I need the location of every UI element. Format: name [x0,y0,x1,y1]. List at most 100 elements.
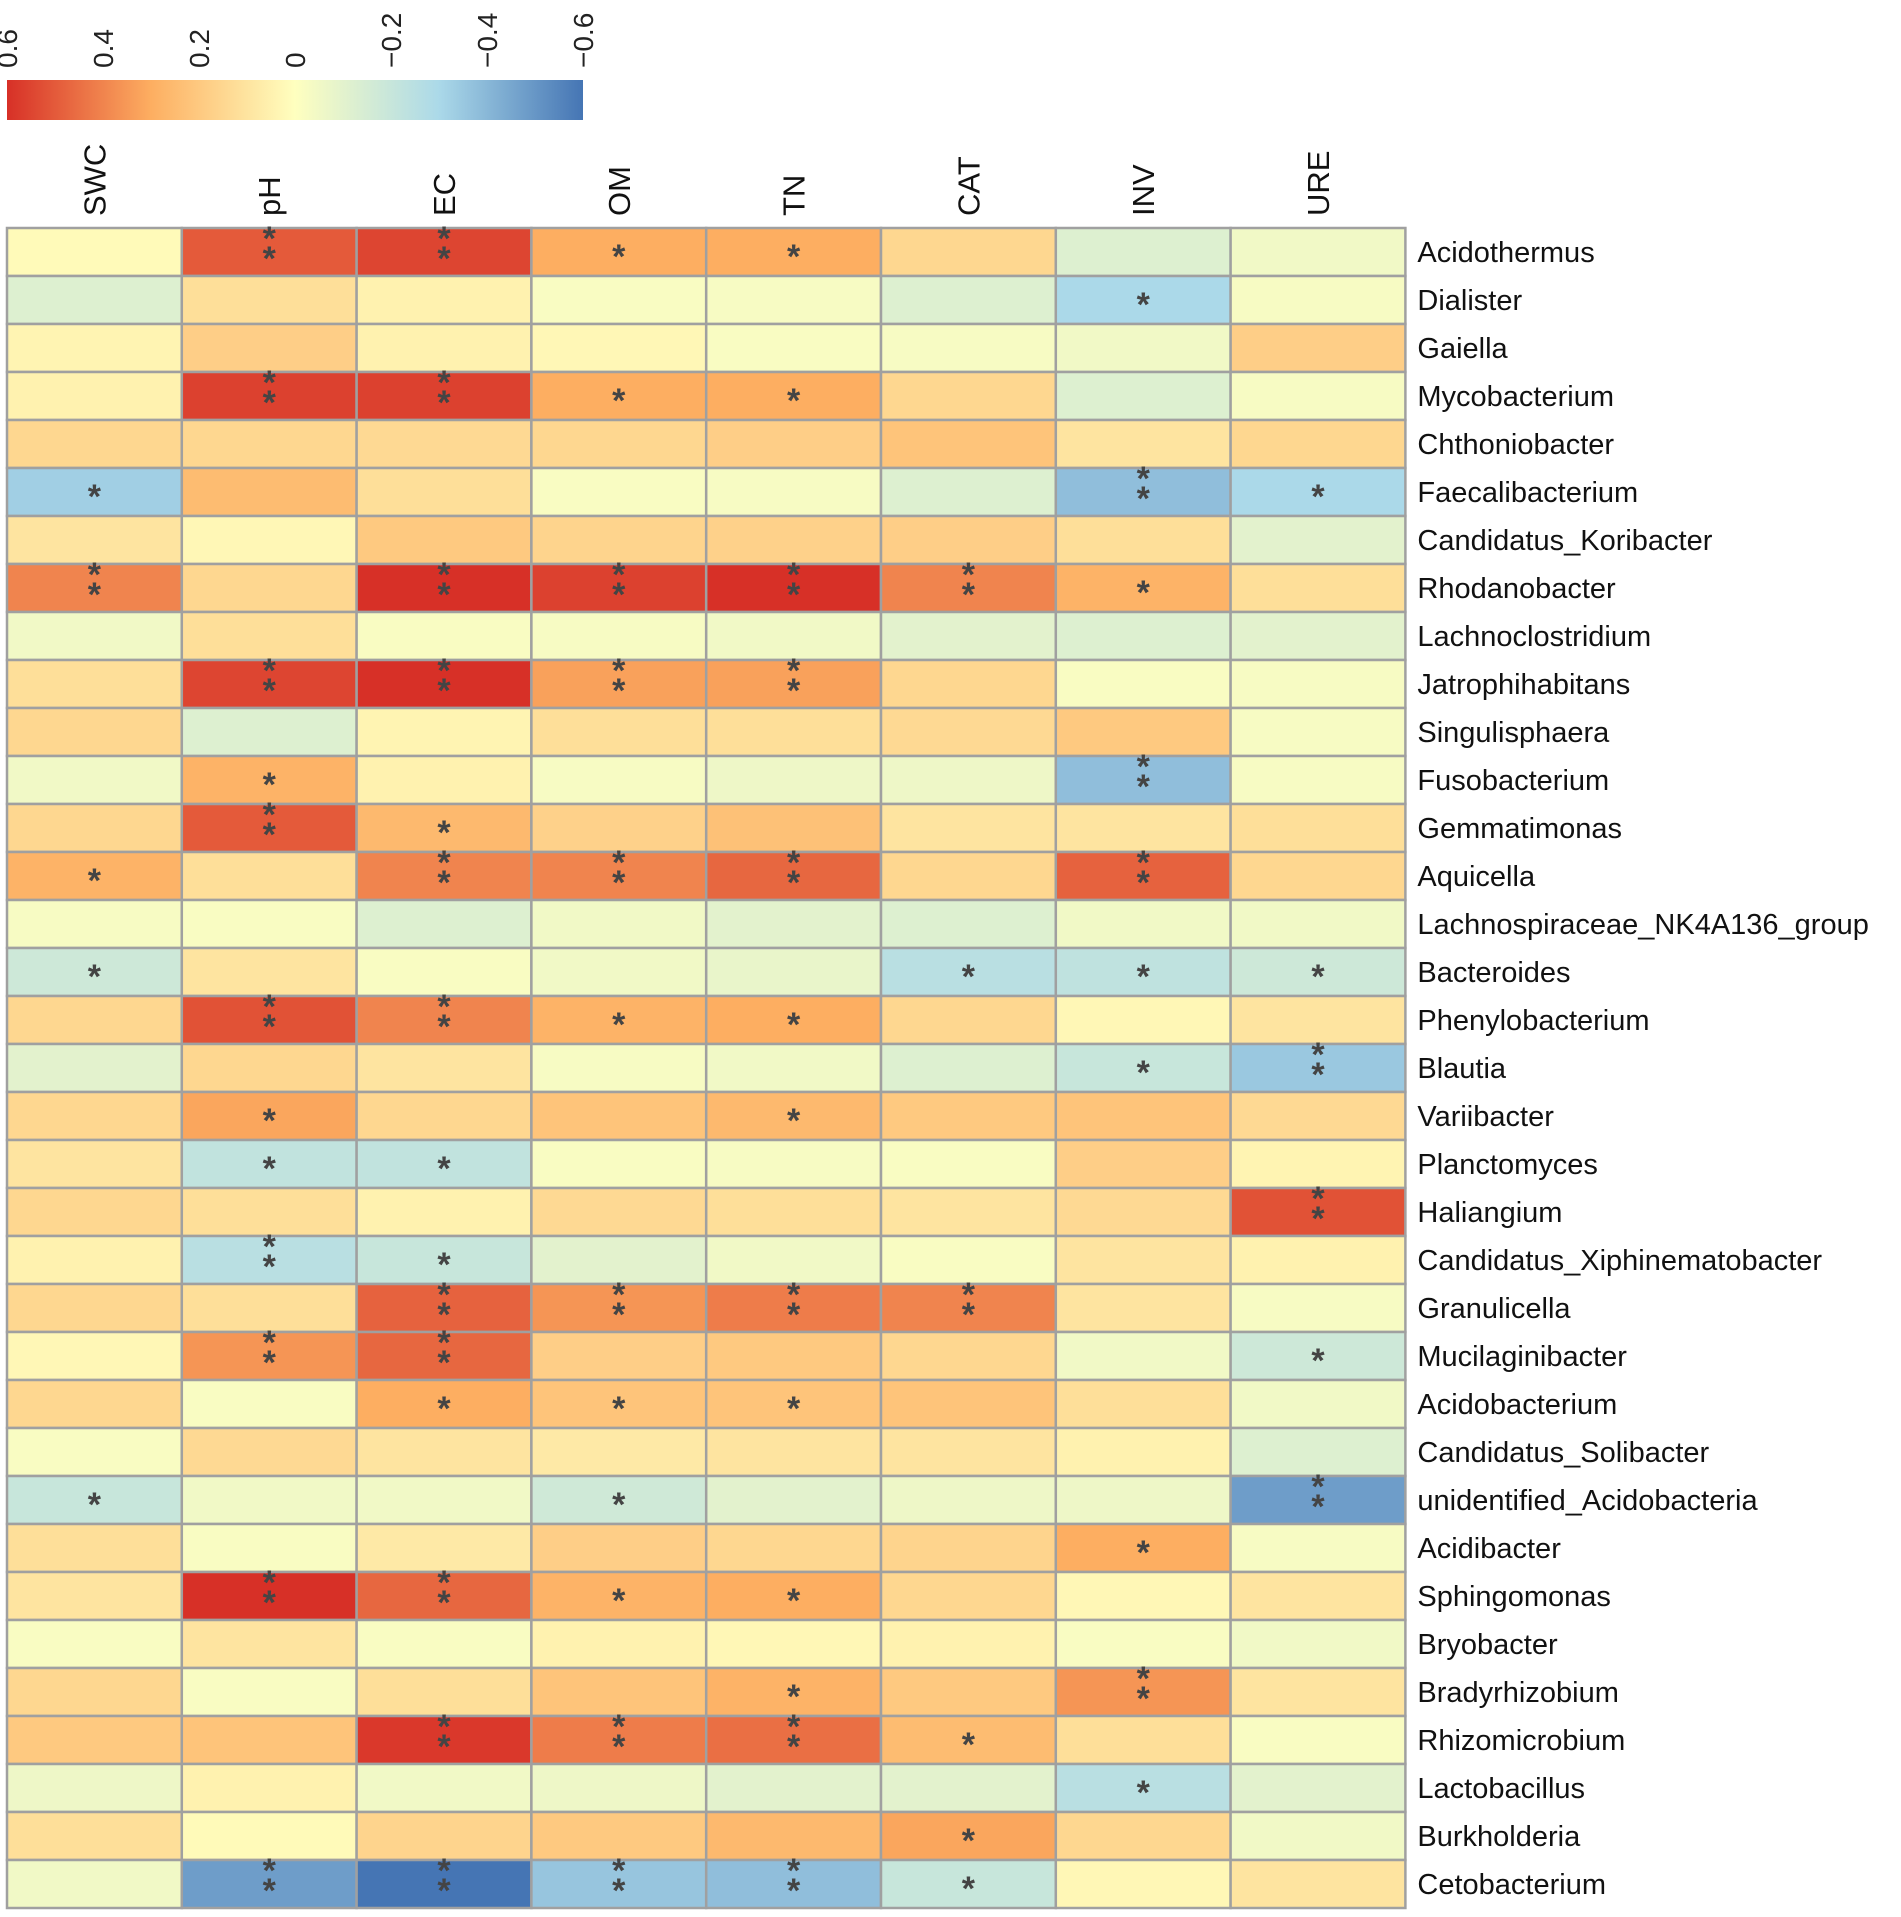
heatmap-cell [879,706,1058,758]
significance-star: * [612,1390,626,1428]
heatmap-cell [5,946,184,998]
legend-tick-label: 0.4 [88,29,119,68]
row-label: Faecalibacterium [1417,477,1638,509]
heatmap-cell [355,706,533,758]
heatmap-cell [5,1858,184,1910]
significance-star: * [1137,1534,1151,1572]
significance-star: * [437,1728,451,1766]
heatmap-cell [530,754,708,806]
heatmap-cell [1229,1186,1407,1238]
heatmap-cell [180,946,358,998]
legend-tick-label: 0.6 [0,29,23,68]
significance-star: * [263,220,277,258]
row-label: Haliangium [1417,1197,1562,1229]
heatmap-cell [1229,946,1407,998]
column-labels: SWC pH EC OM TN CAT INV URE [77,144,1336,216]
heatmap-cell [879,1426,1058,1478]
significance-star: * [263,1228,277,1266]
significance-star: * [263,1150,277,1188]
heatmap-cell [5,226,184,278]
heatmap-cell [180,706,358,758]
heatmap-cell [355,1666,533,1718]
heatmap-cell [879,1570,1058,1622]
heatmap-cell [355,1234,533,1286]
heatmap-cell [180,1042,358,1094]
heatmap-cell [1229,802,1407,854]
heatmap-cell [355,1426,533,1478]
significance-star: * [1137,574,1151,612]
heatmap-cell [1229,898,1407,950]
significance-star: * [612,1708,626,1746]
heatmap-cell [5,370,184,422]
heatmap-cell [879,1378,1058,1430]
heatmap-cell [5,1282,184,1334]
significance-star: * [437,556,451,594]
heatmap-cell [530,1858,708,1910]
heatmap-cell [1229,1858,1407,1910]
heatmap-cell [5,1426,184,1478]
heatmap-cell [879,1234,1058,1286]
heatmap-cell [704,1138,883,1190]
heatmap-cell [704,1810,883,1862]
heatmap-cell [704,1282,883,1334]
significance-star: * [437,1584,451,1622]
heatmap-cell [1054,466,1232,518]
row-label: Chthoniobacter [1417,429,1614,461]
heatmap-cell [704,946,883,998]
row-label: Candidatus_Xiphinematobacter [1417,1245,1822,1277]
significance-star: * [88,862,102,900]
significance-star: * [437,988,451,1026]
row-label: Gemmatimonas [1417,813,1622,845]
significance-star: * [437,844,451,882]
row-labels: Acidothermus Dialister Gaiella Mycobacteriu… [1417,237,1868,1901]
heatmap-cell [5,754,184,806]
heatmap-cell [1229,1618,1407,1670]
significance-star: * [787,1728,801,1766]
heatmap-cell [1229,706,1407,758]
heatmap-cell [879,1282,1058,1334]
row-label: unidentified_Acidobacteria [1417,1485,1758,1517]
significance-star: * [612,1872,626,1910]
significance-star: * [787,576,801,614]
heatmap-cell [1229,226,1407,278]
significance-star: * [88,478,102,516]
significance-star: * [787,1296,801,1334]
heatmap-cell [704,1762,883,1814]
significance-star: * [263,1852,277,1890]
significance-star: * [1137,1054,1151,1092]
significance-star: * [437,1852,451,1890]
heatmap-cell [1229,1810,1407,1862]
heatmap-cell [1229,1714,1407,1766]
row-label: Bacteroides [1417,957,1570,989]
heatmap-cell [530,274,708,326]
heatmap-cell [704,706,883,758]
heatmap-cell [355,1378,533,1430]
heatmap-cell [5,1810,184,1862]
color-scale-bar [7,80,583,120]
row-label: Bradyrhizobium [1417,1677,1618,1709]
significance-star: * [1137,748,1151,786]
row-label: Lachnoclostridium [1417,621,1651,653]
heatmap-cell [180,418,358,470]
heatmap-cell [355,562,533,614]
heatmap-cell [180,1090,358,1142]
row-label: Acidobacterium [1417,1389,1617,1421]
heatmap-cell [879,1090,1058,1142]
heatmap-cell [704,466,883,518]
heatmap-cell [879,754,1058,806]
heatmap-cell [1054,1138,1232,1190]
heatmap-cell [1229,370,1407,422]
significance-star: * [1137,1774,1151,1812]
heatmap-cell [5,1714,184,1766]
significance-star: * [437,672,451,710]
heatmap-cell [879,1618,1058,1670]
heatmap-cell [530,946,708,998]
heatmap-cell [5,1570,184,1622]
heatmap-cell [180,466,358,518]
legend-tick-label: 0 [280,52,311,68]
heatmap-cell [1054,1378,1232,1430]
heatmap-cell [355,514,533,566]
significance-star: * [1311,1488,1325,1526]
row-label: Lachnospiraceae_NK4A136_group [1417,909,1868,941]
significance-star: * [612,652,626,690]
